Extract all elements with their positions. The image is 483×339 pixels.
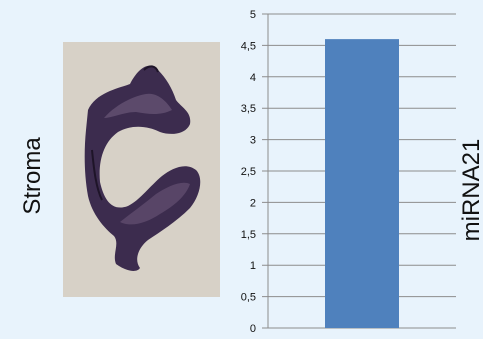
y-tick-label: 2 <box>250 197 256 209</box>
bar <box>325 39 399 329</box>
y-tick-label: 3,5 <box>241 103 256 115</box>
y-tick-label: 4,5 <box>241 40 256 52</box>
y-tick-label: 1,5 <box>241 229 256 241</box>
y-tick-label: 4 <box>250 72 256 84</box>
mirna21-label: miRNA21 <box>458 138 483 242</box>
y-tick-label: 0 <box>250 323 256 334</box>
y-axis: 0 0,5 1 1,5 2 2,5 3 3,5 4 4,5 5 <box>241 9 269 335</box>
y-tick-label: 0,5 <box>241 292 256 304</box>
stroma-label: Stroma <box>19 137 46 215</box>
tissue-micrograph <box>63 42 220 297</box>
y-tick-label: 1 <box>250 260 256 272</box>
y-tick-label: 5 <box>250 9 256 21</box>
y-tick-label: 3 <box>250 135 256 147</box>
bars <box>325 39 399 329</box>
y-tick-label: 2,5 <box>241 166 256 178</box>
